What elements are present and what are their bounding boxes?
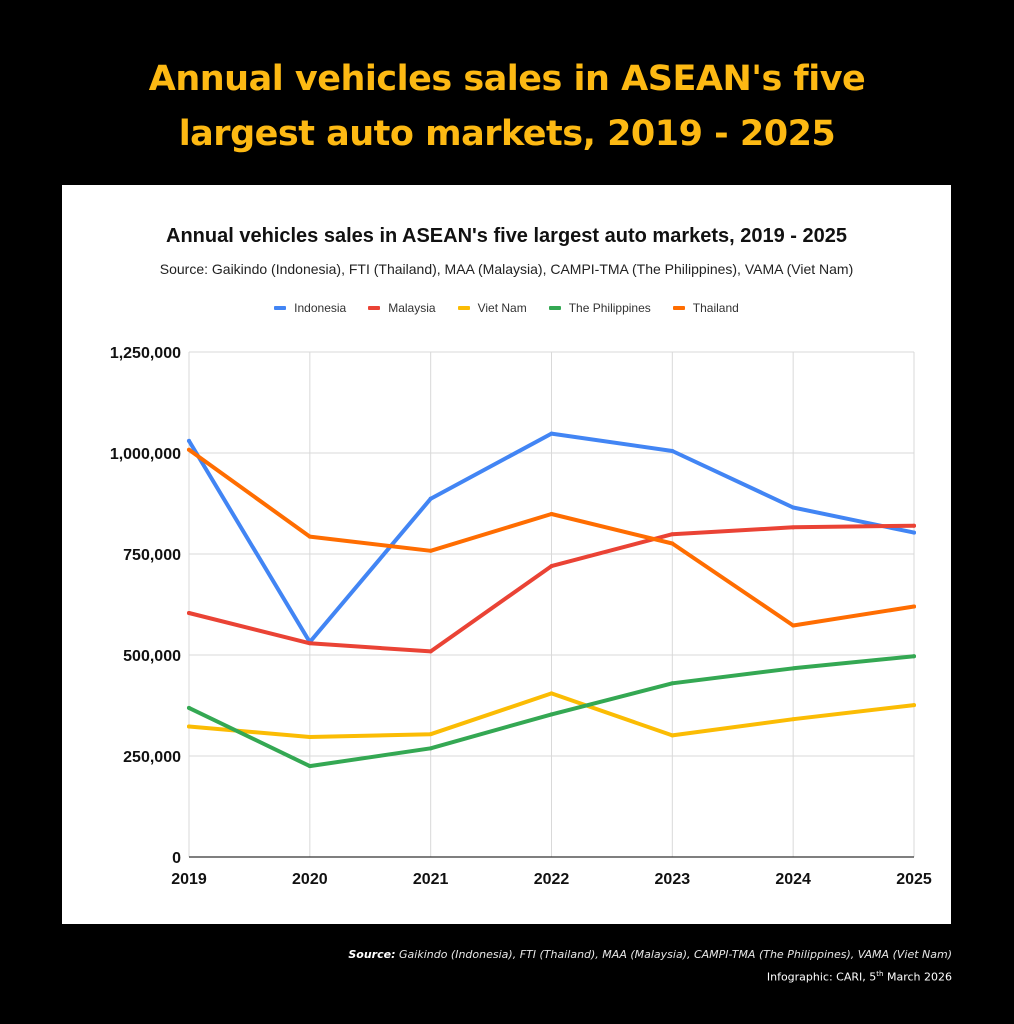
headline-line-1: Annual vehicles sales in ASEAN's five — [148, 59, 866, 99]
legend-item-indonesia[interactable]: Indonesia — [274, 301, 346, 315]
footer-credit-sup: th — [876, 970, 884, 978]
data-point-thailand[interactable] — [307, 534, 312, 539]
series-lines — [187, 431, 916, 769]
legend-item-malaysia[interactable]: Malaysia — [368, 301, 436, 315]
data-point-the-philippines[interactable] — [187, 705, 191, 710]
y-tick-label: 1,000,000 — [110, 446, 181, 463]
data-point-thailand[interactable] — [549, 512, 554, 517]
legend-label-thailand: Thailand — [692, 301, 739, 315]
data-point-viet-nam[interactable] — [307, 735, 312, 740]
data-point-the-philippines[interactable] — [428, 746, 433, 751]
x-tick-label: 2023 — [655, 871, 691, 888]
data-point-viet-nam[interactable] — [428, 732, 433, 737]
x-tick-label: 2019 — [171, 871, 207, 888]
y-tick-label: 750,000 — [123, 547, 181, 564]
data-point-indonesia[interactable] — [187, 438, 191, 443]
footer-source: Source: Gaikindo (Indonesia), FTI (Thail… — [348, 948, 952, 961]
data-point-malaysia[interactable] — [912, 523, 916, 528]
data-point-malaysia[interactable] — [549, 564, 554, 569]
data-point-viet-nam[interactable] — [912, 703, 916, 708]
y-tick-label: 500,000 — [123, 648, 181, 665]
legend-swatch-indonesia — [274, 306, 287, 310]
data-point-indonesia[interactable] — [428, 496, 433, 501]
data-point-malaysia[interactable] — [791, 525, 796, 530]
data-point-viet-nam[interactable] — [187, 724, 191, 729]
data-point-indonesia[interactable] — [912, 530, 916, 535]
data-point-malaysia[interactable] — [428, 649, 433, 654]
legend-swatch-malaysia — [368, 306, 381, 310]
x-tick-label: 2024 — [775, 871, 811, 888]
y-tick-label: 1,250,000 — [110, 345, 181, 362]
y-tick-label: 250,000 — [123, 749, 181, 766]
data-point-the-philippines[interactable] — [549, 712, 554, 717]
data-point-the-philippines[interactable] — [912, 654, 916, 659]
footer-credit-prefix: Infographic: CARI, 5 — [766, 970, 877, 984]
footer-source-text: Gaikindo (Indonesia), FTI (Thailand), MA… — [399, 948, 952, 961]
legend-swatch-the-philippines — [548, 306, 561, 310]
infographic-headline: Annual vehicles sales in ASEAN's five la… — [0, 52, 1014, 162]
x-tick-label: 2022 — [534, 871, 570, 888]
data-point-viet-nam[interactable] — [549, 691, 554, 696]
legend-label-indonesia: Indonesia — [294, 301, 347, 315]
data-point-indonesia[interactable] — [670, 448, 675, 453]
footer-source-label: Source: — [348, 948, 396, 961]
data-point-indonesia[interactable] — [549, 431, 554, 436]
legend-label-the-philippines: The Philippines — [568, 301, 651, 315]
x-tick-label: 2020 — [292, 871, 328, 888]
axes: 0 250,000 500,000 750,000 1,000,000 1,250,000… — [110, 345, 932, 888]
chart-legend: Indonesia Malaysia Viet Nam The Philippi… — [62, 301, 951, 315]
legend-item-viet-nam[interactable]: Viet Nam — [457, 301, 527, 315]
data-point-the-philippines[interactable] — [791, 666, 796, 671]
data-point-malaysia[interactable] — [670, 532, 675, 537]
x-tick-label: 2025 — [896, 871, 932, 888]
data-point-malaysia[interactable] — [187, 610, 191, 615]
chart-subtitle: Source: Gaikindo (Indonesia), FTI (Thail… — [159, 261, 854, 277]
y-tick-label: 0 — [172, 850, 181, 867]
data-point-indonesia[interactable] — [791, 505, 796, 510]
chart-title: Annual vehicles sales in ASEAN's five la… — [166, 225, 847, 247]
legend-item-thailand[interactable]: Thailand — [672, 301, 739, 315]
data-point-thailand[interactable] — [791, 623, 796, 628]
data-point-thailand[interactable] — [187, 447, 191, 452]
data-point-viet-nam[interactable] — [791, 717, 796, 722]
legend-item-the-philippines[interactable]: The Philippines — [548, 301, 651, 315]
data-point-thailand[interactable] — [670, 541, 675, 546]
data-point-the-philippines[interactable] — [307, 764, 312, 769]
data-point-the-philippines[interactable] — [670, 681, 675, 686]
data-point-thailand[interactable] — [428, 548, 433, 553]
data-point-viet-nam[interactable] — [670, 733, 675, 738]
x-tick-label: 2021 — [413, 871, 449, 888]
data-point-thailand[interactable] — [912, 604, 916, 609]
footer-credit-suffix: March 2026 — [883, 970, 952, 984]
legend-label-malaysia: Malaysia — [388, 301, 436, 315]
gridlines — [188, 351, 915, 857]
legend-swatch-thailand — [672, 306, 685, 310]
legend-label-viet-nam: Viet Nam — [477, 301, 527, 315]
data-point-malaysia[interactable] — [307, 641, 312, 646]
footer-credit: Infographic: CARI, 5th March 2026 — [767, 970, 952, 984]
legend-swatch-viet-nam — [457, 306, 470, 310]
headline-line-2: largest auto markets, 2019 - 2025 — [178, 114, 836, 154]
